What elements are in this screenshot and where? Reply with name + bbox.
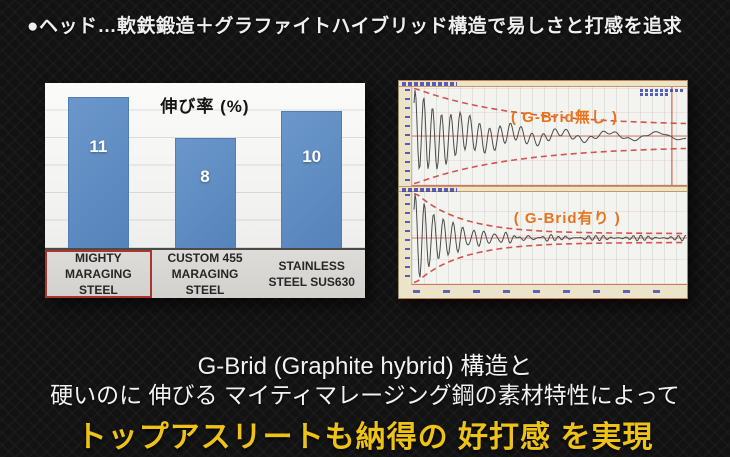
graph2-header — [399, 186, 687, 192]
caption-line2: 硬いのに 伸びる マイティマレージング鋼の素材特性によって — [50, 382, 680, 408]
graph2-label: ( G-Brid有り ) — [513, 209, 621, 227]
graph2-plot: ( G-Brid有り ) — [411, 192, 687, 285]
oscilloscope-panel: ( G-Brid無し ) ( G-Brid有り ) — [398, 80, 688, 299]
caption-line1: G-Brid (Graphite hybrid) 構造と — [197, 353, 533, 380]
graph1-info-text — [640, 89, 684, 97]
bar-category-label: MIGHTY MARAGING STEEL — [45, 250, 152, 298]
bar-3: 10 — [281, 110, 343, 248]
bar-chart-panel: 伸び率 (%) 11 8 10 MIGHTY MARAGING STEEL CUSTO… — [45, 83, 365, 298]
graph1-plot: ( G-Brid無し ) — [411, 87, 687, 186]
graph1-header — [399, 81, 687, 87]
y-tick-labels — [405, 194, 410, 283]
graph-with-gbrid: ( G-Brid有り ) — [399, 186, 687, 285]
x-axis-strip — [399, 285, 687, 298]
bar-cell: 11 — [45, 83, 152, 248]
bar-value: 8 — [200, 167, 210, 187]
bar-2: 8 — [174, 138, 236, 248]
bar-cell: 10 — [258, 83, 365, 248]
bar-value: 11 — [89, 136, 108, 156]
bar-category-label: CUSTOM 455 MARAGING STEEL — [167, 250, 243, 298]
bar-cell: 8 — [152, 83, 259, 248]
bar-chart-title: 伸び率 (%) — [160, 97, 250, 116]
bar-category-label: STAINLESS STEEL SUS630 — [268, 258, 355, 289]
waveform-without-gbrid — [412, 87, 687, 185]
y-tick-labels — [405, 89, 410, 184]
x-tick-labels — [413, 290, 683, 293]
graph1-label: ( G-Brid無し ) — [511, 108, 618, 126]
bar-chart-plot: 伸び率 (%) 11 8 10 — [45, 83, 365, 248]
caption-highlight: トップアスリートも納得の 好打感 を実現 — [76, 421, 654, 454]
bar-label-strip: MIGHTY MARAGING STEEL CUSTOM 455 MARAGING… — [45, 248, 365, 298]
graph2-y-axis — [399, 192, 411, 285]
graph1-header-text — [402, 82, 457, 86]
graph1-y-axis — [399, 87, 411, 186]
bar-value: 10 — [302, 146, 322, 166]
bar-1: 11 — [67, 96, 129, 248]
waveform-with-gbrid — [412, 192, 687, 284]
headline: ●ヘッド…軟鉄鍛造＋グラファイトハイブリッド構造で易しさと打感を追求 — [27, 16, 683, 37]
graph-without-gbrid: ( G-Brid無し ) — [399, 81, 687, 186]
graph2-header-text — [402, 188, 457, 192]
